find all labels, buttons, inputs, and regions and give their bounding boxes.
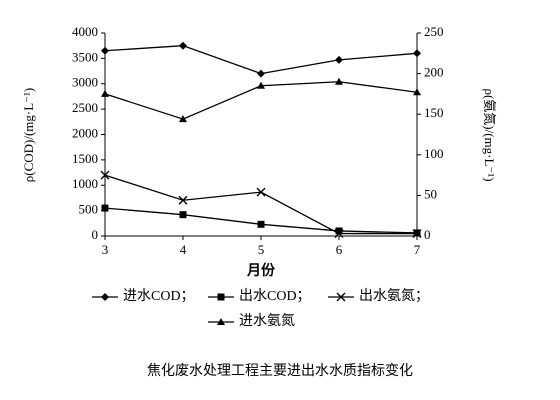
- y-tick-label: 1500: [72, 151, 98, 166]
- marker: [178, 195, 188, 205]
- chart-title: 焦化废水处理工程主要进出水水质指标变化: [147, 363, 413, 379]
- y2-tick-label: 50: [424, 186, 437, 201]
- y2-tick-label: 200: [424, 65, 444, 80]
- marker: [335, 227, 343, 235]
- marker: [334, 229, 344, 239]
- y-tick-label: 1000: [72, 176, 98, 191]
- marker: [101, 293, 109, 301]
- marker: [335, 77, 343, 85]
- x-axis-label: 月份: [246, 262, 276, 279]
- marker: [257, 220, 265, 228]
- marker: [179, 41, 187, 50]
- marker: [413, 88, 421, 96]
- y2-tick-label: 0: [424, 227, 431, 242]
- legend-label: 进水COD；: [123, 288, 195, 304]
- series-line: [104, 207, 418, 234]
- y-tick-label: 3500: [72, 49, 98, 64]
- marker: [257, 69, 265, 78]
- marker: [179, 211, 187, 219]
- y2-tick-label: 150: [424, 105, 444, 120]
- y-tick-label: 2500: [72, 100, 98, 115]
- marker: [336, 292, 346, 302]
- marker: [101, 204, 109, 212]
- y2-tick-label: 250: [424, 24, 444, 39]
- series-line: [104, 45, 418, 75]
- x-tick-label: 6: [336, 242, 343, 257]
- marker: [179, 115, 187, 123]
- legend-label: 出水COD；: [239, 288, 311, 304]
- y-tick-label: 500: [79, 202, 99, 217]
- marker: [412, 229, 422, 239]
- marker: [101, 89, 109, 97]
- legend-label: 进水氨氮: [239, 313, 295, 329]
- marker: [335, 55, 343, 64]
- y-tick-label: 3000: [72, 75, 98, 90]
- y-tick-label: 0: [92, 227, 99, 242]
- x-tick-label: 4: [180, 242, 187, 257]
- x-tick-label: 7: [414, 242, 421, 257]
- marker: [217, 318, 225, 325]
- y-tick-label: 2000: [72, 125, 98, 140]
- marker: [217, 293, 225, 301]
- marker: [413, 49, 421, 58]
- y-tick-label: 4000: [72, 24, 98, 39]
- marker: [256, 187, 266, 197]
- y2-axis-label: ρ(氨氮)/(mg·L⁻¹): [482, 88, 497, 181]
- marker: [100, 170, 110, 180]
- marker: [101, 46, 109, 55]
- x-tick-label: 3: [102, 242, 109, 257]
- x-tick-label: 5: [258, 242, 265, 257]
- y-axis-label: ρ(COD)/(mg·L⁻¹): [21, 88, 36, 183]
- legend-label: 出水氨氮；: [359, 288, 429, 304]
- y2-tick-label: 100: [424, 146, 444, 161]
- marker: [257, 81, 265, 89]
